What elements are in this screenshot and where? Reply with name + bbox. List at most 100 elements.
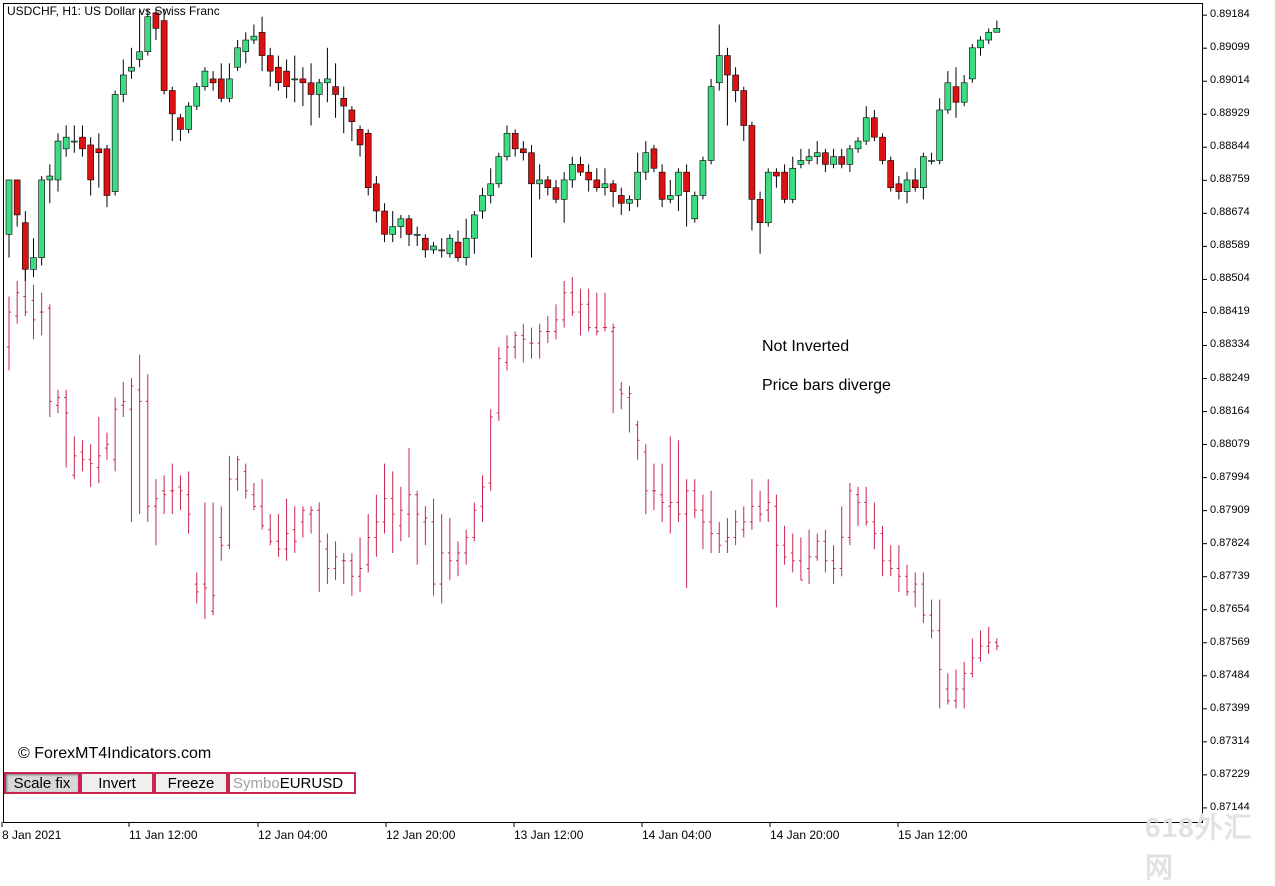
candle [364, 129, 372, 196]
overlay-bar [856, 486, 861, 526]
candle [226, 63, 233, 103]
candle [911, 168, 919, 192]
candle [969, 43, 976, 83]
candle [642, 141, 650, 180]
candle [936, 98, 943, 165]
candle [797, 148, 805, 169]
symbol-input[interactable]: Symbo EURUSD [228, 772, 356, 794]
overlay-bar [986, 626, 991, 655]
overlay-bar [415, 490, 420, 565]
candle [340, 86, 348, 134]
overlay-bar [619, 381, 624, 410]
candle [479, 187, 486, 219]
overlay-bar [309, 506, 314, 534]
y-tick-label: 0.87484 [1210, 668, 1250, 681]
y-tick-label: 0.87739 [1210, 569, 1250, 582]
candle [242, 32, 250, 64]
candle [422, 234, 429, 258]
x-tick-label: 8 Jan 2021 [2, 828, 62, 842]
candle [234, 40, 241, 72]
overlay-bar [488, 409, 493, 491]
candle [495, 152, 503, 188]
x-tick-label: 14 Jan 20:00 [770, 828, 840, 842]
candle [299, 67, 307, 107]
candle [691, 191, 699, 223]
overlay-bar [162, 475, 167, 515]
overlay-bar [276, 514, 281, 557]
overlay-bar [684, 479, 689, 588]
x-tick-label: 12 Jan 20:00 [386, 828, 456, 842]
candle [854, 137, 862, 153]
copyright-text: © ForexMT4Indicators.com [18, 745, 212, 762]
candle [111, 90, 119, 196]
overlay-bar [782, 525, 787, 565]
overlay-bar [733, 510, 738, 546]
overlay-bar [872, 502, 877, 550]
indicator-controls: Scale fix Invert Freeze Symbo EURUSD [4, 772, 356, 794]
candle [756, 191, 764, 254]
y-tick-label: 0.87229 [1210, 767, 1250, 780]
overlay-bar [390, 471, 395, 553]
candle [46, 164, 54, 204]
overlay-bar [456, 541, 461, 577]
candle [258, 16, 266, 72]
candle [315, 78, 323, 118]
y-tick-label: 0.87654 [1210, 602, 1250, 615]
candle [617, 187, 625, 215]
freeze-button[interactable]: Freeze [154, 772, 228, 794]
overlay-bar [725, 518, 730, 553]
candle [201, 67, 209, 91]
candle [324, 47, 331, 103]
candle [356, 125, 364, 157]
candle [397, 214, 405, 239]
overlay-bar [970, 638, 975, 678]
overlay-bar [121, 381, 126, 417]
overlay-bar [145, 374, 150, 522]
overlay-bar [260, 479, 265, 530]
overlay-bar [545, 315, 550, 344]
candle [960, 75, 968, 107]
overlay-bar [570, 277, 575, 316]
candle [217, 63, 225, 103]
annotation-status: Not Inverted [762, 338, 850, 355]
invert-button[interactable]: Invert [80, 772, 154, 794]
candle [838, 148, 846, 169]
candle [724, 47, 731, 126]
candle [446, 234, 454, 258]
symbol-value: EURUSD [279, 774, 344, 792]
candle [560, 172, 568, 223]
x-tick-label: 14 Jan 04:00 [642, 828, 712, 842]
overlay-bar [178, 475, 183, 511]
overlay-bar [741, 506, 746, 538]
overlay-bar [635, 420, 640, 460]
overlay-bar [284, 498, 289, 561]
y-tick-label: 0.87144 [1210, 800, 1250, 813]
candle [952, 67, 960, 118]
overlay-bar [15, 280, 20, 324]
overlay-bar [227, 455, 232, 550]
overlay-bar [529, 327, 534, 359]
candle [985, 28, 992, 44]
candle [250, 24, 258, 44]
overlay-bar [611, 323, 616, 414]
overlay-bar [349, 552, 354, 596]
candle [462, 218, 470, 266]
overlay-bar [709, 490, 714, 553]
scale-fix-button[interactable]: Scale fix [4, 772, 80, 794]
y-tick-label: 0.88504 [1210, 272, 1250, 285]
overlay-bar [423, 506, 428, 546]
y-tick-label: 0.88929 [1210, 107, 1250, 120]
price-chart[interactable] [0, 0, 1275, 848]
chart-window[interactable] [3, 3, 1203, 823]
chart-title: USDCHF, H1: US Dollar vs Swiss Franc [7, 4, 220, 18]
candle [389, 211, 397, 243]
candle [846, 144, 854, 173]
candle [405, 214, 413, 246]
candle [740, 86, 748, 142]
candle [569, 156, 576, 188]
candle [119, 59, 127, 103]
candle [528, 144, 535, 258]
overlay-bar [888, 545, 893, 577]
candle [503, 125, 511, 161]
overlay-bar [880, 525, 885, 577]
